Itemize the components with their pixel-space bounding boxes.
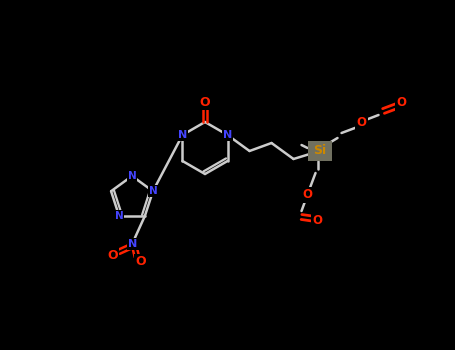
Text: O: O: [303, 189, 313, 202]
Text: O: O: [108, 249, 118, 262]
Text: O: O: [396, 97, 406, 110]
Bar: [308, 141, 332, 161]
Text: N: N: [128, 239, 137, 249]
Text: N: N: [223, 130, 232, 140]
Text: N: N: [127, 171, 136, 181]
Text: N: N: [178, 130, 187, 140]
Text: O: O: [357, 117, 367, 130]
Text: O: O: [200, 96, 210, 108]
Text: Si: Si: [313, 145, 326, 158]
Text: N: N: [148, 186, 157, 196]
Text: O: O: [136, 255, 146, 268]
Text: N: N: [115, 211, 123, 221]
Text: O: O: [313, 215, 323, 228]
